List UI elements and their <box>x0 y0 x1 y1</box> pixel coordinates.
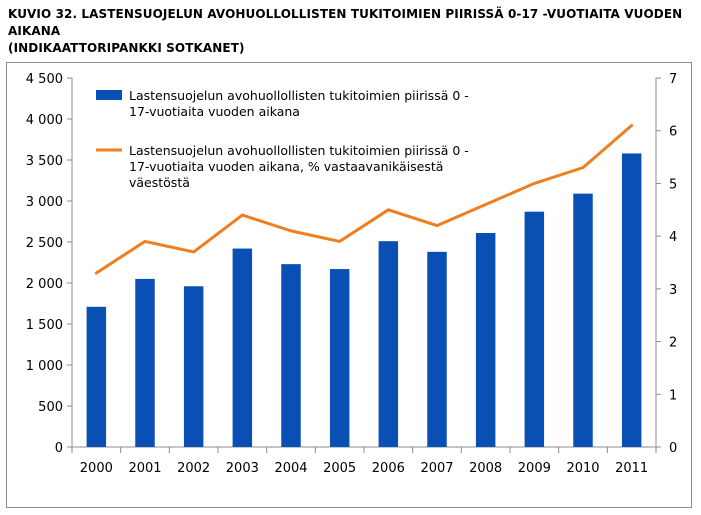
bar <box>232 248 253 447</box>
x-tick-label: 2005 <box>323 461 356 476</box>
left-tick-label: 4 500 <box>26 72 63 87</box>
bar <box>573 193 593 447</box>
legend-label-line: 17-vuotiaita vuoden aikana, % vastaavani… <box>129 159 443 174</box>
right-tick-label: 4 <box>669 230 677 245</box>
legend-swatch-bars <box>96 90 122 100</box>
bar <box>475 232 496 447</box>
legend-label-bars: 17-vuotiaita vuoden aikana <box>129 104 300 119</box>
bar <box>427 251 447 447</box>
legend-label-line: väestöstä <box>129 175 190 190</box>
legend-label-bars: Lastensuojelun avohuollollisten tukitoim… <box>129 88 469 103</box>
left-tick-label: 2 500 <box>26 236 63 251</box>
left-tick-label: 3 000 <box>26 195 63 210</box>
left-tick-label: 1 000 <box>26 359 63 374</box>
left-tick-label: 3 500 <box>26 154 63 169</box>
chart-title-line-2: (INDIKAATTORIPANKKI SOTKANET) <box>8 41 245 55</box>
right-tick-label: 0 <box>669 441 677 456</box>
x-tick-label: 2003 <box>226 461 259 476</box>
x-tick-label: 2000 <box>80 461 113 476</box>
bar <box>378 241 399 447</box>
right-tick-label: 3 <box>669 283 677 298</box>
x-tick-label: 2007 <box>420 461 453 476</box>
bar <box>86 306 107 447</box>
right-tick-label: 6 <box>669 125 677 140</box>
bar <box>281 264 301 447</box>
right-tick-label: 2 <box>669 336 677 351</box>
x-tick-label: 2002 <box>177 461 210 476</box>
x-tick-label: 2008 <box>469 461 502 476</box>
x-tick-label: 2006 <box>372 461 405 476</box>
left-tick-label: 0 <box>55 441 63 456</box>
right-tick-label: 1 <box>669 388 677 403</box>
x-tick-label: 2004 <box>274 461 307 476</box>
bar <box>135 278 155 447</box>
chart-title: KUVIO 32. LASTENSUOJELUN AVOHUOLLOLLISTE… <box>8 6 698 57</box>
x-tick-label: 2009 <box>518 461 551 476</box>
right-tick-label: 5 <box>669 177 677 192</box>
legend-label-line: Lastensuojelun avohuollollisten tukitoim… <box>129 143 469 158</box>
left-tick-label: 2 000 <box>26 277 63 292</box>
x-tick-label: 2011 <box>615 461 648 476</box>
left-tick-label: 1 500 <box>26 318 63 333</box>
bar <box>329 269 350 447</box>
bar <box>524 211 545 447</box>
bar <box>183 286 204 447</box>
left-tick-label: 500 <box>38 400 63 415</box>
bar <box>621 153 642 447</box>
chart-title-line-1: KUVIO 32. LASTENSUOJELUN AVOHUOLLOLLISTE… <box>8 7 683 38</box>
right-tick-label: 7 <box>669 72 677 87</box>
line-series <box>94 123 634 275</box>
chart-frame <box>6 62 692 508</box>
left-tick-label: 4 000 <box>26 113 63 128</box>
x-tick-label: 2010 <box>566 461 599 476</box>
x-tick-label: 2001 <box>128 461 161 476</box>
